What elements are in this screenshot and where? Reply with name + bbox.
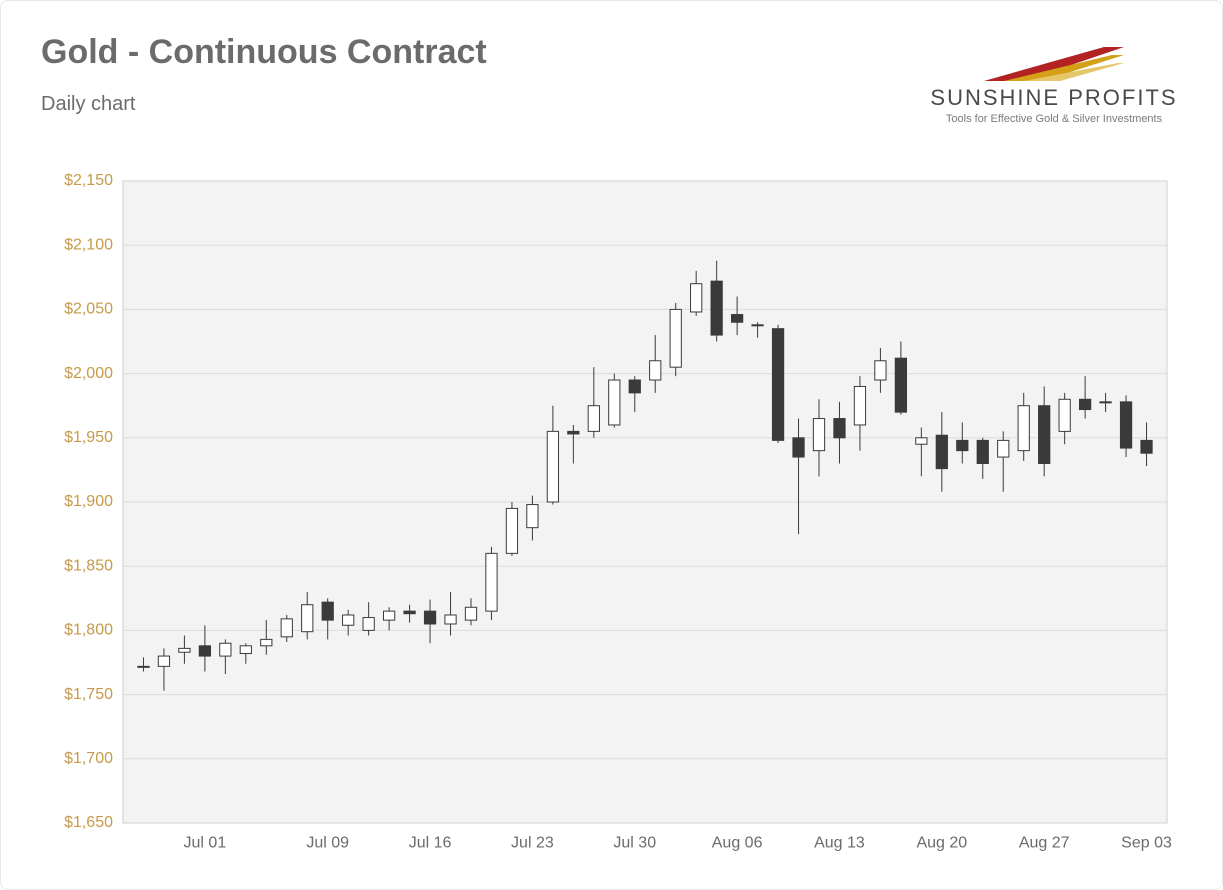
svg-text:$2,000: $2,000	[64, 365, 113, 382]
svg-text:Jul 16: Jul 16	[409, 834, 452, 851]
svg-text:Jul 09: Jul 09	[306, 834, 349, 851]
svg-text:$2,050: $2,050	[64, 301, 113, 318]
chart-subtitle: Daily chart	[41, 93, 135, 116]
svg-text:$1,650: $1,650	[64, 814, 113, 831]
svg-text:$1,900: $1,900	[64, 493, 113, 510]
sunshine-icon	[984, 41, 1124, 81]
chart-area: $1,650 $1,700 $1,750 $1,800 $1,850 $1,900 $1,9…	[37, 171, 1187, 861]
svg-text:Aug 20: Aug 20	[916, 834, 967, 851]
brand-tagline: Tools for Effective Gold & Silver Invest…	[904, 113, 1204, 125]
chart-card: Gold - Continuous Contract Daily chart S…	[0, 0, 1223, 890]
svg-text:$1,750: $1,750	[64, 686, 113, 703]
svg-text:Jul 23: Jul 23	[511, 834, 554, 851]
svg-text:Jul 01: Jul 01	[184, 834, 227, 851]
svg-text:Aug 27: Aug 27	[1019, 834, 1070, 851]
svg-text:$2,100: $2,100	[64, 236, 113, 253]
candlestick-chart: $1,650 $1,700 $1,750 $1,800 $1,850 $1,900 $1,9…	[37, 171, 1187, 861]
svg-text:Aug 06: Aug 06	[712, 834, 763, 851]
svg-text:$2,150: $2,150	[64, 172, 113, 189]
svg-text:Sep 03: Sep 03	[1121, 834, 1172, 851]
svg-text:Jul 30: Jul 30	[613, 834, 656, 851]
chart-title: Gold - Continuous Contract	[41, 33, 487, 72]
svg-text:$1,950: $1,950	[64, 429, 113, 446]
svg-text:$1,800: $1,800	[64, 622, 113, 639]
svg-text:Aug 13: Aug 13	[814, 834, 865, 851]
svg-text:$1,850: $1,850	[64, 557, 113, 574]
brand-name: SUNSHINE PROFITS	[904, 85, 1204, 111]
brand-logo: SUNSHINE PROFITS Tools for Effective Gol…	[904, 41, 1204, 125]
svg-text:$1,700: $1,700	[64, 750, 113, 767]
